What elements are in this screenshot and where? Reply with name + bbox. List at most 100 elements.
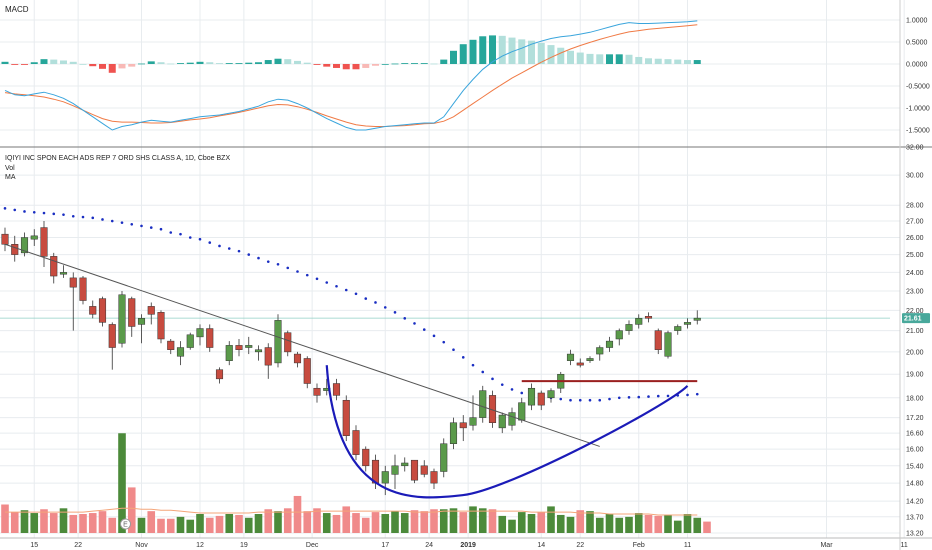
ma-dot	[500, 383, 504, 386]
macd-panel[interactable]: MACD	[1, 5, 701, 131]
candle-body	[615, 330, 623, 340]
ma-dot	[208, 241, 212, 244]
price-y-tick: 19.00	[906, 372, 924, 379]
earnings-marker-label: E	[123, 522, 128, 529]
volume-bar	[196, 514, 204, 533]
candle-body	[537, 392, 545, 406]
ma-dot	[218, 244, 221, 248]
volume-bar	[30, 513, 39, 533]
earnings-marker[interactable]: E	[120, 518, 131, 530]
volume-bar	[69, 514, 78, 533]
macd-bar	[537, 42, 545, 64]
macd-bar	[440, 59, 448, 64]
ma-dot	[120, 221, 124, 224]
volume-bar	[459, 512, 468, 533]
volume-bar	[508, 519, 516, 533]
volume-bar	[342, 506, 351, 533]
candle-body	[479, 390, 487, 418]
ma-dot	[13, 208, 17, 212]
macd-panel-title: MACD	[5, 5, 29, 14]
candle-body	[118, 294, 126, 344]
volume-bar	[127, 487, 136, 533]
candle-body	[98, 298, 107, 323]
ma-dot	[491, 377, 494, 381]
volume-bar	[108, 517, 117, 533]
price-y-tick: 13.20	[906, 531, 924, 538]
candle-body	[206, 328, 214, 348]
price-y-tick: 32.00	[906, 145, 924, 152]
macd-bar	[625, 54, 633, 64]
last-price-tag: 21.61	[902, 313, 930, 324]
candle-body	[362, 448, 370, 467]
macd-bar	[294, 60, 301, 64]
price-y-tick: 15.40	[906, 463, 924, 470]
price-y-tick: 24.00	[906, 270, 924, 277]
candle-body	[449, 422, 458, 444]
volume-bar	[303, 511, 312, 533]
macd-bar	[372, 64, 379, 66]
volume-bar	[576, 510, 585, 533]
candle-body	[693, 317, 701, 321]
candle-body	[342, 399, 350, 436]
candle-body	[59, 272, 68, 275]
macd-bar	[420, 63, 428, 64]
ma-dot	[588, 398, 592, 402]
volume-bar	[10, 512, 19, 533]
macd-bar	[323, 64, 331, 67]
macd-bar	[89, 64, 97, 67]
volume-bars	[1, 433, 711, 533]
macd-y-tick: -1.0000	[906, 106, 930, 113]
candle-body	[30, 235, 38, 240]
x-axis-tick: 11	[901, 542, 908, 549]
price-panel[interactable]: IQIYI INC SPON EACH ADS REP 7 ORD SHS CL…	[0, 155, 890, 533]
ma-dot	[608, 397, 611, 401]
price-y-axis: 32.00 30.00 28.00 27.00 26.00 25.00 24.00 23.00…	[906, 145, 924, 538]
macd-bar	[245, 62, 253, 64]
candle-body	[654, 330, 662, 350]
ma-dot	[666, 394, 670, 398]
macd-bar	[167, 63, 175, 65]
price-y-tick: 16.00	[906, 447, 924, 454]
candle-body	[401, 462, 409, 467]
ma-dot	[32, 210, 36, 214]
macd-bar	[508, 37, 516, 64]
candle-body	[430, 471, 438, 484]
last-price-value: 21.61	[904, 316, 922, 323]
candle-body	[635, 318, 643, 325]
candle-body	[605, 340, 614, 348]
candle-body	[527, 387, 536, 406]
volume-bar	[488, 509, 497, 533]
macd-bar	[381, 64, 389, 65]
macd-y-tick: -1.5000	[906, 128, 930, 135]
macd-bar	[693, 60, 701, 64]
macd-bar	[225, 63, 233, 64]
volume-bar	[157, 518, 165, 533]
x-axis-tick: Mar	[820, 542, 833, 549]
macd-bar	[684, 60, 691, 64]
volume-bar	[274, 511, 282, 533]
candle-body	[196, 328, 204, 338]
macd-bar	[177, 63, 184, 64]
price-y-tick: 20.00	[906, 349, 924, 356]
volume-bar	[586, 511, 594, 533]
macd-y-tick: 1.0000	[906, 18, 928, 25]
ma-dot	[354, 292, 358, 296]
macd-bar	[342, 64, 350, 70]
ma-dot	[442, 340, 446, 344]
macd-bar	[255, 62, 262, 64]
x-axis-tick: Feb	[633, 542, 645, 549]
x-axis-tick: 15	[30, 542, 38, 549]
volume-bar	[88, 513, 97, 533]
price-y-tick: 23.00	[906, 288, 924, 295]
macd-bar	[128, 64, 136, 67]
candle-body	[459, 422, 467, 429]
macd-bar	[138, 63, 145, 65]
candle-body	[215, 369, 224, 380]
candle-body	[352, 430, 360, 455]
ma-dot	[520, 391, 524, 395]
volume-bar	[147, 511, 156, 533]
candle-body	[274, 320, 282, 364]
x-axis-tick: 24	[425, 542, 433, 549]
macd-bar	[11, 64, 19, 65]
